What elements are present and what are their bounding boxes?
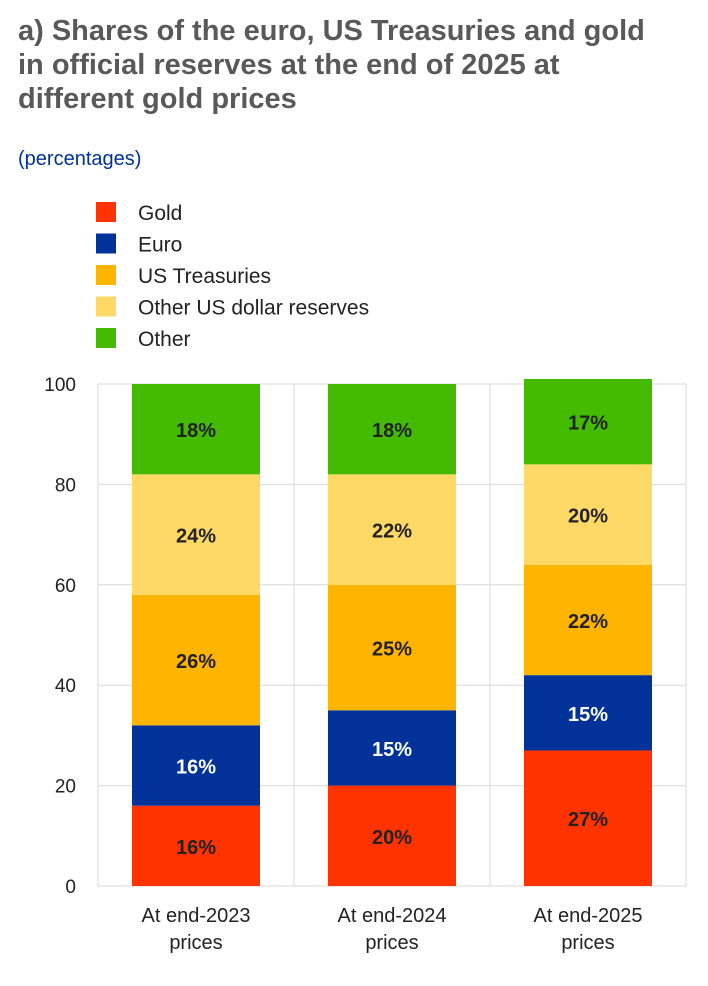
bar-segment-2-4 — [524, 378, 652, 465]
bar-segment-1-4 — [328, 384, 456, 475]
y-tick-label-4: 80 — [55, 475, 76, 496]
chart-title: a) Shares of the euro, US Treasuries and… — [18, 14, 698, 116]
bar-segment-2-0 — [524, 750, 652, 886]
y-tick-label-0: 0 — [65, 877, 76, 898]
legend-swatch-3 — [96, 296, 116, 317]
data-label-2-0: 27% — [568, 809, 608, 831]
chart-title-line-2: in official reserves at the end of 2025 … — [18, 49, 560, 81]
bar-segment-2-2 — [524, 564, 652, 676]
data-label-0-2: 26% — [176, 651, 216, 673]
data-label-2-4: 17% — [568, 413, 608, 435]
data-label-1-1: 15% — [372, 739, 412, 761]
data-label-1-4: 18% — [372, 420, 412, 442]
x-category-label-2-0: At end-2025 — [534, 905, 643, 927]
data-label-1-2: 25% — [372, 639, 412, 661]
chart-title-line-1: a) Shares of the euro, US Treasuries and… — [18, 15, 645, 47]
data-label-2-2: 22% — [568, 611, 608, 633]
data-label-1-0: 20% — [372, 827, 412, 849]
legend-label-1: Euro — [138, 234, 182, 257]
bar-segment-1-0 — [328, 785, 456, 886]
bar-segment-0-0 — [132, 805, 260, 886]
legend-label-0: Gold — [138, 202, 182, 225]
x-category-label-1-0: At end-2024 — [338, 905, 447, 927]
bar-segment-0-3 — [132, 474, 260, 595]
data-label-2-3: 20% — [568, 506, 608, 528]
y-tick-label-2: 40 — [55, 676, 76, 697]
bar-segment-1-1 — [328, 710, 456, 786]
bar-segment-0-1 — [132, 725, 260, 806]
x-category-label-2-1: prices — [561, 932, 614, 954]
legend-label-2: US Treasuries — [138, 265, 271, 288]
data-label-2-1: 15% — [568, 704, 608, 726]
bar-segment-2-1 — [524, 675, 652, 751]
bar-segment-1-2 — [328, 584, 456, 711]
plot-area: 0 20 40 60 80 100 16% 16% 26% 24% 18% At end-2023 pr… — [44, 375, 687, 954]
bar-segment-2-3 — [524, 464, 652, 565]
legend: Gold Euro US Treasuries Other US dollar res… — [96, 202, 369, 351]
y-tick-label-1: 20 — [55, 777, 76, 798]
legend-swatch-2 — [96, 265, 116, 285]
legend-label-3: Other US dollar reserves — [138, 297, 369, 320]
data-label-0-0: 16% — [176, 837, 216, 859]
y-tick-label-3: 60 — [55, 576, 76, 597]
x-category-label-0-1: prices — [169, 932, 222, 954]
legend-swatch-4 — [96, 328, 116, 348]
x-category-label-1-1: prices — [365, 932, 418, 954]
bar-segment-0-2 — [132, 594, 260, 726]
bar-segment-0-4 — [132, 384, 260, 475]
y-tick-label-5: 100 — [44, 375, 76, 396]
legend-swatch-1 — [96, 233, 116, 254]
data-label-1-3: 22% — [372, 521, 412, 543]
legend-label-4: Other — [138, 328, 191, 351]
chart-subtitle: (percentages) — [18, 148, 142, 170]
legend-swatch-0 — [96, 202, 116, 222]
data-label-0-4: 18% — [176, 420, 216, 442]
data-label-0-3: 24% — [176, 526, 216, 548]
x-category-label-0-0: At end-2023 — [142, 905, 251, 927]
chart-title-line-3: different gold prices — [18, 83, 297, 115]
bar-segment-1-3 — [328, 474, 456, 585]
data-label-0-1: 16% — [176, 757, 216, 779]
